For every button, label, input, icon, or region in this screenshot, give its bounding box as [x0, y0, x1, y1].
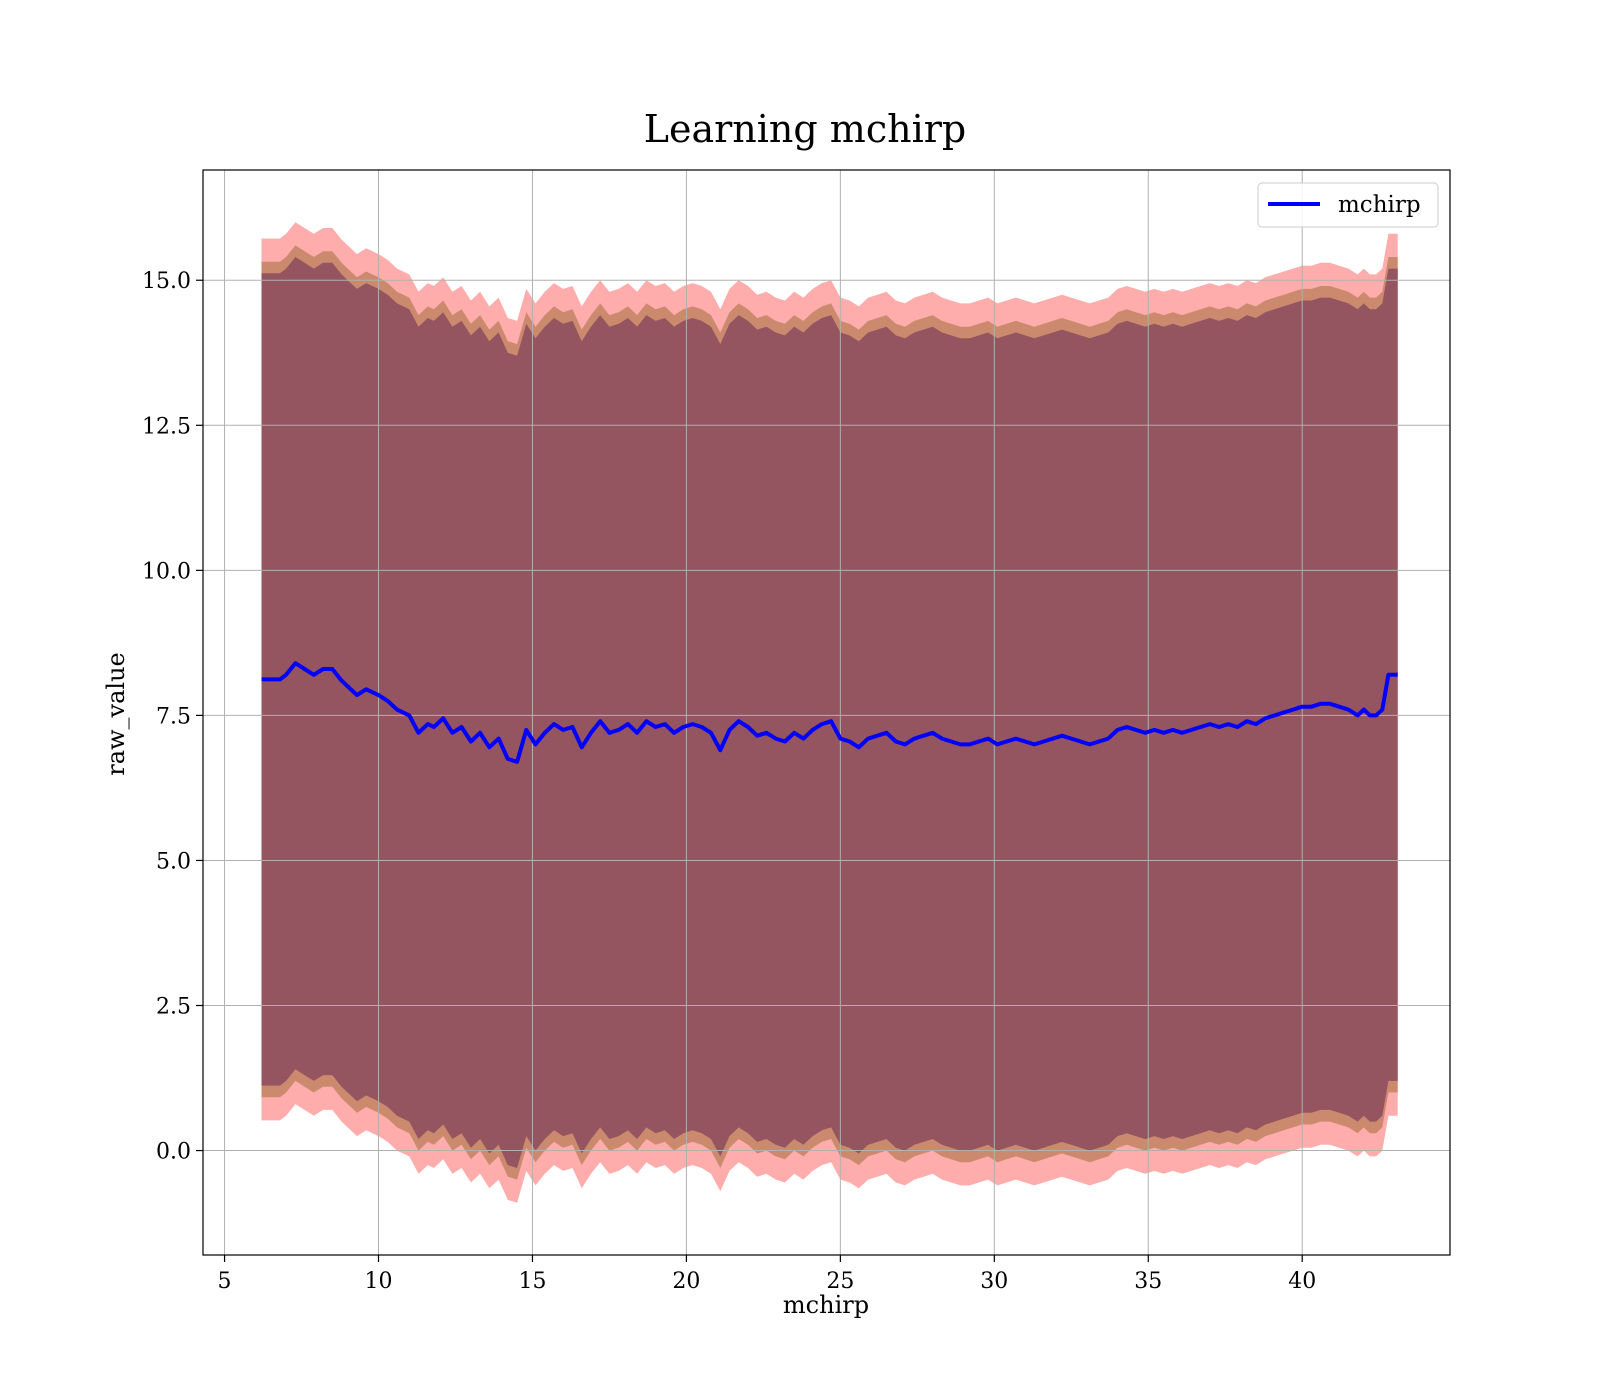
- chart-title: Learning mchirp: [644, 107, 966, 151]
- x-tick-label: 15: [518, 1269, 546, 1294]
- confidence-bands: [261, 222, 1398, 1203]
- grid: [203, 170, 1450, 1255]
- series-line-mchirp: [261, 661, 1398, 764]
- band-inner: [261, 257, 1398, 1168]
- x-tick-label: 5: [218, 1269, 232, 1294]
- x-axis-label: mchirp: [783, 1291, 869, 1319]
- series-lines: [261, 661, 1398, 764]
- y-tick-label: 0.0: [156, 1140, 191, 1165]
- x-tick-label: 10: [365, 1269, 393, 1294]
- y-axis-label: raw_value: [102, 652, 130, 776]
- x-tick-label: 25: [826, 1269, 854, 1294]
- y-tick-label: 7.5: [156, 704, 191, 729]
- legend-box: [1257, 182, 1439, 228]
- x-tick-label: 40: [1288, 1269, 1316, 1294]
- x-tick-label: 30: [980, 1269, 1008, 1294]
- y-tick-label: 10.0: [142, 559, 191, 584]
- plot-frame: [202, 169, 1451, 1256]
- legend: mchirp: [1257, 182, 1439, 228]
- y-tick-label: 12.5: [142, 414, 191, 439]
- x-tick-label: 20: [672, 1269, 700, 1294]
- y-tick-label: 5.0: [156, 849, 191, 874]
- y-tick-label: 2.5: [156, 995, 191, 1020]
- y-axis-ticks: 0.0 2.5 5.0 7.5 10.0 12.5 15.0: [142, 269, 203, 1165]
- legend-label-mchirp: mchirp: [1338, 192, 1421, 218]
- x-axis-ticks: 5 10 15 20 25 30 35 40: [218, 1255, 1316, 1294]
- y-tick-label: 15.0: [142, 269, 191, 294]
- x-tick-label: 35: [1134, 1269, 1162, 1294]
